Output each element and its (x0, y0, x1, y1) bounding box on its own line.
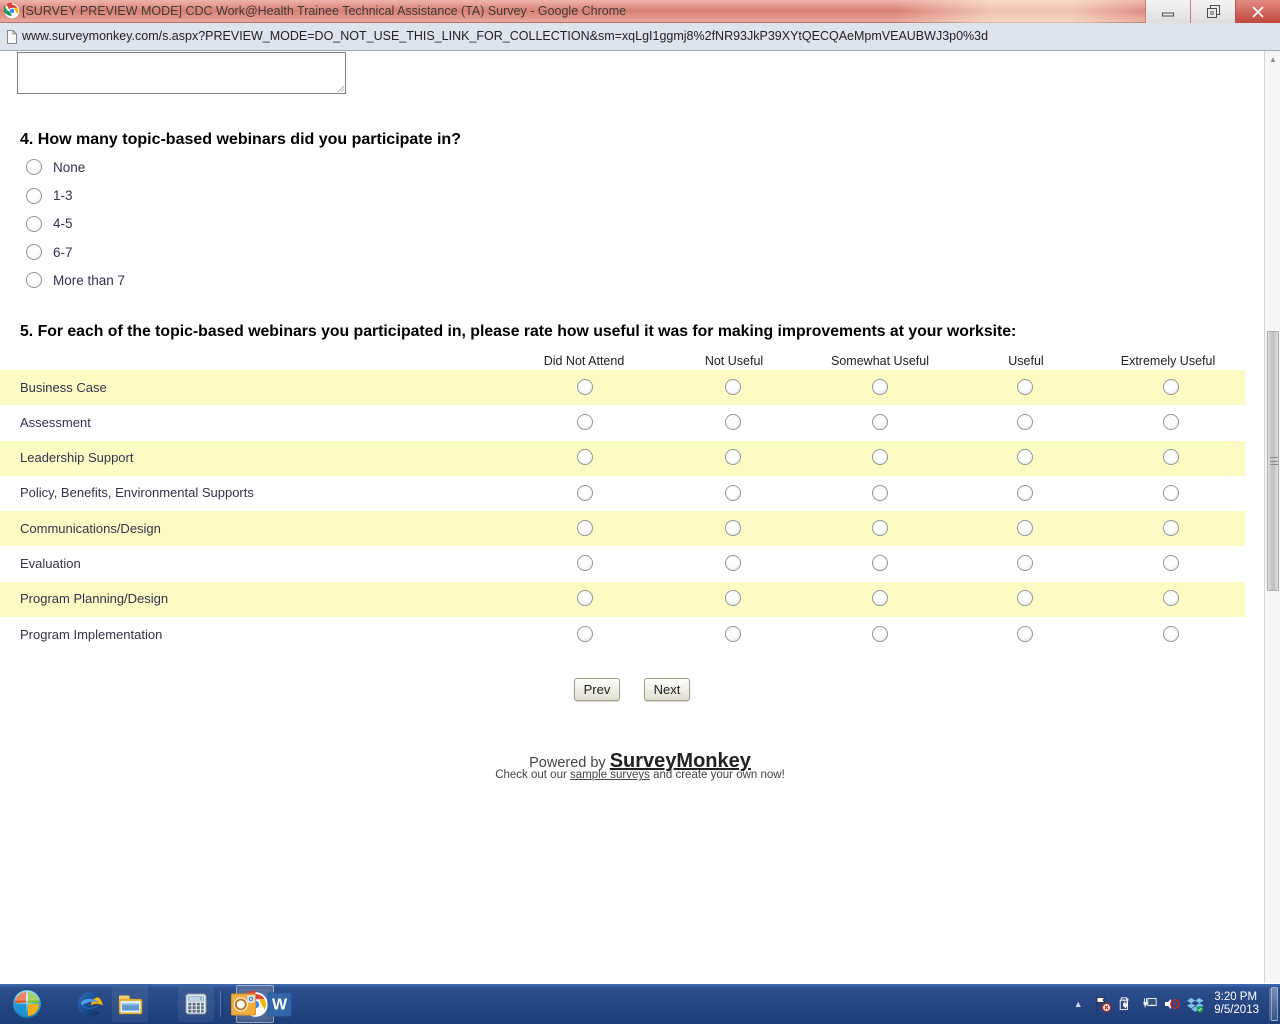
svg-text:W: W (271, 996, 287, 1013)
svg-text:0: 0 (200, 997, 202, 1001)
svg-text:O: O (248, 997, 252, 1003)
